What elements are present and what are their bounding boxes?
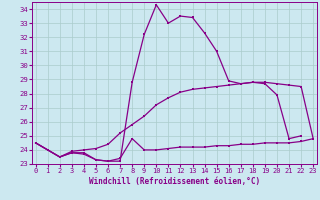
X-axis label: Windchill (Refroidissement éolien,°C): Windchill (Refroidissement éolien,°C): [89, 177, 260, 186]
